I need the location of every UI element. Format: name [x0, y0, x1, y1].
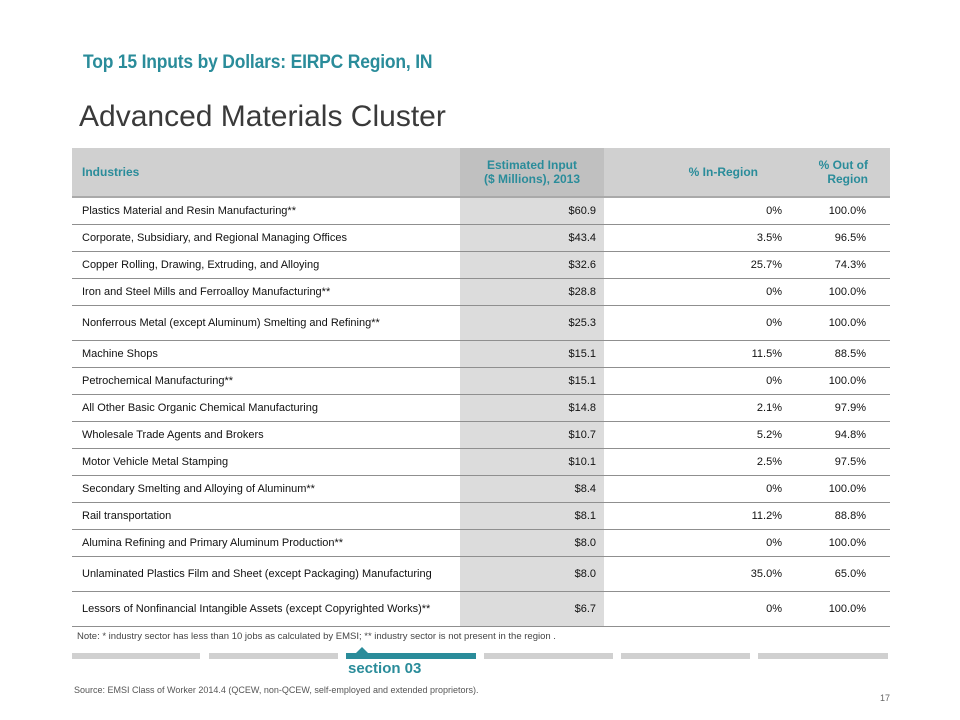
industry-cell: Motor Vehicle Metal Stamping — [72, 448, 460, 476]
industry-cell: Secondary Smelting and Alloying of Alumi… — [72, 475, 460, 503]
table-row: Unlaminated Plastics Film and Sheet (exc… — [72, 556, 890, 592]
out-region-cell: 100.0% — [798, 278, 890, 306]
out-region-cell: 96.5% — [798, 224, 890, 252]
industry-cell: Lessors of Nonfinancial Intangible Asset… — [72, 591, 460, 627]
in-region-cell: 0% — [604, 197, 798, 225]
source-note: Source: EMSI Class of Worker 2014.4 (QCE… — [74, 685, 479, 695]
out-region-cell: 100.0% — [798, 529, 890, 557]
out-region-cell: 94.8% — [798, 421, 890, 449]
industry-cell: Corporate, Subsidiary, and Regional Mana… — [72, 224, 460, 252]
section-nav-bar-3-active[interactable] — [346, 653, 476, 659]
out-region-cell: 97.9% — [798, 394, 890, 422]
header-estimated-input: Estimated Input ($ Millions), 2013 — [460, 148, 604, 198]
industry-cell: Unlaminated Plastics Film and Sheet (exc… — [72, 556, 460, 592]
table-row: Corporate, Subsidiary, and Regional Mana… — [72, 224, 890, 252]
in-region-cell: 0% — [604, 367, 798, 395]
section-nav-bar-5[interactable] — [621, 653, 750, 659]
estimated-input-cell: $43.4 — [460, 224, 604, 252]
table-row: Motor Vehicle Metal Stamping $10.1 2.5% 97.… — [72, 448, 890, 476]
out-region-cell: 100.0% — [798, 305, 890, 341]
table-row: Plastics Material and Resin Manufacturin… — [72, 197, 890, 225]
industry-cell: All Other Basic Organic Chemical Manufac… — [72, 394, 460, 422]
table-header-row: Industries Estimated Input ($ Millions),… — [72, 148, 890, 198]
in-region-cell: 0% — [604, 278, 798, 306]
out-region-cell: 97.5% — [798, 448, 890, 476]
table-row: Secondary Smelting and Alloying of Alumi… — [72, 475, 890, 503]
section-label: section 03 — [348, 660, 422, 677]
estimated-input-cell: $14.8 — [460, 394, 604, 422]
header-out-region: % Out of Region — [798, 148, 890, 198]
out-region-cell: 65.0% — [798, 556, 890, 592]
table-body: Plastics Material and Resin Manufacturin… — [72, 197, 890, 627]
in-region-cell: 0% — [604, 529, 798, 557]
in-region-cell: 0% — [604, 591, 798, 627]
in-region-cell: 0% — [604, 475, 798, 503]
in-region-cell: 35.0% — [604, 556, 798, 592]
slide-title: Advanced Materials Cluster — [79, 100, 446, 133]
estimated-input-cell: $60.9 — [460, 197, 604, 225]
table-row: Petrochemical Manufacturing** $15.1 0% 100.… — [72, 367, 890, 395]
active-section-pointer-icon — [356, 647, 368, 653]
industry-cell: Copper Rolling, Drawing, Extruding, and … — [72, 251, 460, 279]
out-region-cell: 100.0% — [798, 475, 890, 503]
table-row: All Other Basic Organic Chemical Manufac… — [72, 394, 890, 422]
in-region-cell: 2.1% — [604, 394, 798, 422]
header-industries: Industries — [72, 148, 460, 198]
estimated-input-cell: $15.1 — [460, 367, 604, 395]
table-row: Rail transportation $8.1 11.2% 88.8% — [72, 502, 890, 530]
estimated-input-cell: $8.1 — [460, 502, 604, 530]
section-nav-bar-6[interactable] — [758, 653, 888, 659]
out-region-cell: 100.0% — [798, 367, 890, 395]
out-region-cell: 88.5% — [798, 340, 890, 368]
in-region-cell: 0% — [604, 305, 798, 341]
industry-cell: Nonferrous Metal (except Aluminum) Smelt… — [72, 305, 460, 341]
industry-cell: Plastics Material and Resin Manufacturin… — [72, 197, 460, 225]
in-region-cell: 2.5% — [604, 448, 798, 476]
estimated-input-cell: $8.0 — [460, 529, 604, 557]
out-region-cell: 88.8% — [798, 502, 890, 530]
table-row: Iron and Steel Mills and Ferroalloy Manu… — [72, 278, 890, 306]
estimated-input-cell: $8.0 — [460, 556, 604, 592]
page-number: 17 — [879, 693, 890, 703]
table-row: Wholesale Trade Agents and Brokers $10.7 5… — [72, 421, 890, 449]
estimated-input-cell: $8.4 — [460, 475, 604, 503]
estimated-input-cell: $25.3 — [460, 305, 604, 341]
section-nav-bar-4[interactable] — [484, 653, 613, 659]
table-row: Lessors of Nonfinancial Intangible Asset… — [72, 591, 890, 627]
header-estimated-line1: Estimated Input — [486, 158, 577, 172]
out-region-cell: 100.0% — [798, 591, 890, 627]
estimated-input-cell: $15.1 — [460, 340, 604, 368]
table-row: Alumina Refining and Primary Aluminum Pr… — [72, 529, 890, 557]
industry-cell: Petrochemical Manufacturing** — [72, 367, 460, 395]
industry-cell: Rail transportation — [72, 502, 460, 530]
inputs-table: Industries Estimated Input ($ Millions),… — [72, 148, 890, 627]
industry-cell: Iron and Steel Mills and Ferroalloy Manu… — [72, 278, 460, 306]
estimated-input-cell: $32.6 — [460, 251, 604, 279]
industry-cell: Alumina Refining and Primary Aluminum Pr… — [72, 529, 460, 557]
in-region-cell: 25.7% — [604, 251, 798, 279]
out-region-cell: 74.3% — [798, 251, 890, 279]
estimated-input-cell: $28.8 — [460, 278, 604, 306]
header-in-region: % In-Region — [604, 148, 798, 198]
section-nav-bar-1[interactable] — [72, 653, 200, 659]
section-nav-bar-2[interactable] — [209, 653, 338, 659]
estimated-input-cell: $10.1 — [460, 448, 604, 476]
in-region-cell: 11.2% — [604, 502, 798, 530]
in-region-cell: 5.2% — [604, 421, 798, 449]
table-row: Machine Shops $15.1 11.5% 88.5% — [72, 340, 890, 368]
out-region-cell: 100.0% — [798, 197, 890, 225]
header-estimated-line2: ($ Millions), 2013 — [483, 172, 581, 186]
table-row: Nonferrous Metal (except Aluminum) Smelt… — [72, 305, 890, 341]
estimated-input-cell: $6.7 — [460, 591, 604, 627]
in-region-cell: 3.5% — [604, 224, 798, 252]
estimated-input-cell: $10.7 — [460, 421, 604, 449]
slide-subtitle: Top 15 Inputs by Dollars: EIRPC Region, … — [83, 52, 433, 73]
industry-cell: Wholesale Trade Agents and Brokers — [72, 421, 460, 449]
table-note: Note: * industry sector has less than 10… — [77, 631, 556, 642]
table-row: Copper Rolling, Drawing, Extruding, and … — [72, 251, 890, 279]
in-region-cell: 11.5% — [604, 340, 798, 368]
industry-cell: Machine Shops — [72, 340, 460, 368]
